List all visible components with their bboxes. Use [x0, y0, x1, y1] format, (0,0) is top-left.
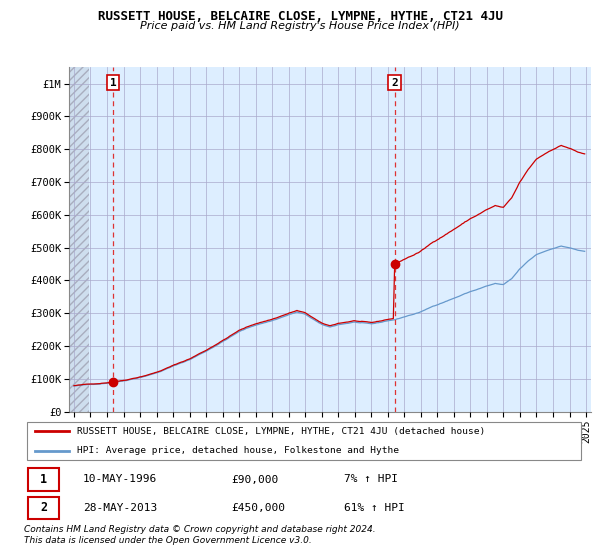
Text: £90,000: £90,000 — [232, 474, 279, 484]
Text: RUSSETT HOUSE, BELCAIRE CLOSE, LYMPNE, HYTHE, CT21 4JU: RUSSETT HOUSE, BELCAIRE CLOSE, LYMPNE, H… — [97, 10, 503, 23]
Text: 61% ↑ HPI: 61% ↑ HPI — [344, 503, 404, 513]
Text: 7% ↑ HPI: 7% ↑ HPI — [344, 474, 398, 484]
Text: 28-MAY-2013: 28-MAY-2013 — [83, 503, 157, 513]
Text: HPI: Average price, detached house, Folkestone and Hythe: HPI: Average price, detached house, Folk… — [77, 446, 399, 455]
FancyBboxPatch shape — [28, 468, 59, 491]
FancyBboxPatch shape — [27, 422, 581, 460]
Text: 1: 1 — [40, 473, 47, 486]
Text: 2: 2 — [40, 501, 47, 514]
Text: 2: 2 — [391, 78, 398, 88]
Text: Contains HM Land Registry data © Crown copyright and database right 2024.
This d: Contains HM Land Registry data © Crown c… — [24, 525, 376, 545]
Text: £450,000: £450,000 — [232, 503, 286, 513]
Text: 1: 1 — [110, 78, 116, 88]
Text: RUSSETT HOUSE, BELCAIRE CLOSE, LYMPNE, HYTHE, CT21 4JU (detached house): RUSSETT HOUSE, BELCAIRE CLOSE, LYMPNE, H… — [77, 427, 485, 436]
Text: 10-MAY-1996: 10-MAY-1996 — [83, 474, 157, 484]
FancyBboxPatch shape — [28, 497, 59, 519]
Text: Price paid vs. HM Land Registry's House Price Index (HPI): Price paid vs. HM Land Registry's House … — [140, 21, 460, 31]
